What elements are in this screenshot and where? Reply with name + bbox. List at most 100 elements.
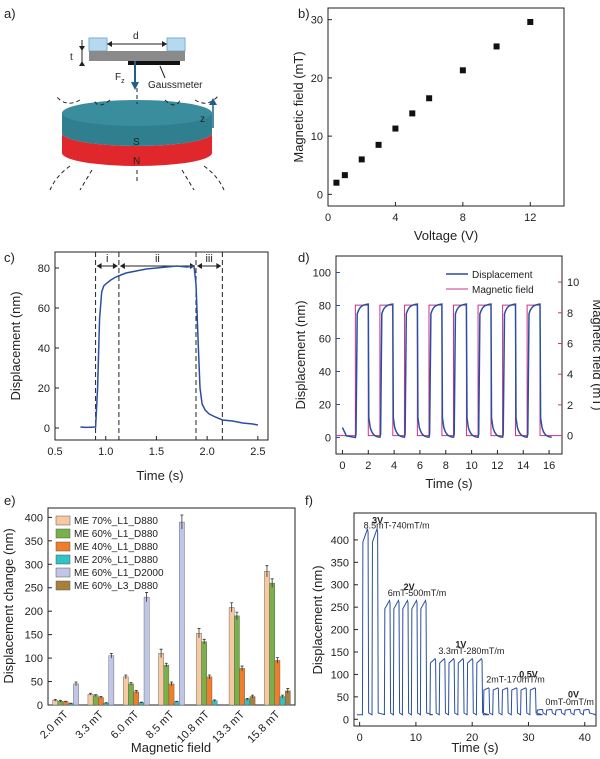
e-error-bar [145,592,149,602]
f-voltage-label: 2V [404,582,415,592]
magnet-pole-n: N [133,156,140,167]
panel-e-legend: ME 70%_L1_D880 ME 60%_L1_D880 ME 40%_L1_D8… [55,515,164,592]
e-bar [123,676,129,706]
e-ytick-label: 150 [25,630,43,642]
e-error-bar [64,700,68,703]
panel-c-label: c) [4,250,15,265]
e-bar [239,668,245,706]
b-data-point [333,179,340,186]
f-field-label: 0mT-0mT/m [545,697,594,707]
e-error-bar [124,674,128,679]
c-region-arrows [96,263,118,269]
e-ytick-label: 0 [37,700,43,712]
d-ytick-label: 100 [313,268,331,280]
panel-d-axes [335,255,563,455]
e-bar [128,683,134,706]
e-bar [206,676,213,706]
e-ytick-label: 350 [25,536,43,548]
panel-b-points [333,18,534,186]
e-error-bar [265,565,269,577]
f-ytick-label: 200 [331,625,349,637]
e-bar [234,615,240,706]
dimension-t-label: t [70,52,73,63]
force-arrowhead [131,82,139,90]
d-y2tick-label: 0 [567,431,573,443]
e-xtick-label: 15.8 mT [245,708,282,745]
b-xtick-label: 4 [392,212,398,224]
e-error-bar [164,662,168,668]
d-ytick-label: 0 [325,433,331,445]
f-voltage-label: 0V [568,690,579,700]
c-ytick-label: 0 [44,423,50,435]
left-pad [88,37,108,52]
e-error-bar [281,694,285,698]
e-error-bar [89,692,93,696]
e-bar [133,691,140,706]
e-bar [269,582,275,706]
c-ytick-label: 20 [38,383,50,395]
d-xtick-label: 12 [491,460,503,472]
panel-c-xlabel: Time (s) [136,468,183,483]
b-ytick-label: 20 [311,73,323,85]
e-legend-swatch [55,567,71,578]
f-ytick-label: 150 [331,647,349,659]
magnet-north-body [62,133,212,166]
panel-b-label: b) [298,6,310,21]
c-xtick-label: 2.5 [250,446,265,458]
d-y2tick-label: 4 [567,369,573,381]
magnet-pole-s: S [133,137,140,148]
panel-d: d) 0 2 4 6 8 10 12 14 16 0 20 40 60 80 100 0 2 4 6 8 10 Disp… [293,250,600,491]
e-legend-label: ME 60%_L3_D880 [74,581,158,592]
e-legend-label: ME 60%_L1_D2000 [74,568,164,579]
f-field-label: 8.5mT-740mT/m [364,521,430,531]
b-data-point [341,172,348,179]
e-bar [92,695,99,706]
e-bar [158,653,164,706]
d-xtick-label: 2 [365,460,371,472]
e-xtick-label: 2.0 mT [38,708,71,741]
d-y2tick-label: 2 [567,400,573,412]
e-ytick-label: 100 [25,653,43,665]
panel-c-axes [54,251,269,441]
e-bar [163,664,170,706]
d-xtick-label: 6 [417,460,423,472]
panel-f-ylabel: Displacement (nm) [310,565,325,674]
e-bar [196,633,202,706]
f-ytick-label: 350 [331,557,349,569]
f-field-label: 2mT-170mT/m [486,675,545,685]
d-xtick-label: 8 [443,460,449,472]
c-xtick-label: 1.5 [149,446,164,458]
beam [89,51,185,61]
panel-b-ylabel: Magnetic field (mT) [291,51,306,162]
e-bar [143,596,150,706]
e-error-bar [197,628,201,638]
e-bar [168,683,175,706]
b-ytick-label: 30 [311,15,323,27]
e-error-bar [202,638,206,645]
e-error-bar [58,699,62,703]
e-error-bar [240,665,244,671]
panel-f-displacement-line [356,528,597,716]
e-xtick-label: 3.3 mT [73,708,106,741]
e-bar [98,697,104,706]
panel-d-ylabel2: Magnetic field (mT) [590,299,600,410]
f-ytick-label: 100 [331,669,349,681]
e-xtick-label: 6.0 mT [109,708,142,741]
e-ytick-label: 400 [25,512,43,524]
e-error-bar [159,648,163,658]
panel-c-ticks: 0.5 1.0 1.5 2.0 2.5 0 20 40 60 80 [38,263,266,458]
e-error-bar [74,681,78,686]
d-ytick-label: 40 [319,367,331,379]
e-error-bar [139,701,143,704]
gaussmeter-label: Gaussmeter [148,80,203,91]
e-bar [87,694,94,706]
panel-d-displacement-line [341,303,552,439]
d-xtick-label: 4 [391,460,397,472]
f-xtick-label: 0 [357,732,363,744]
b-data-point [409,110,416,117]
e-error-bar [134,690,138,694]
